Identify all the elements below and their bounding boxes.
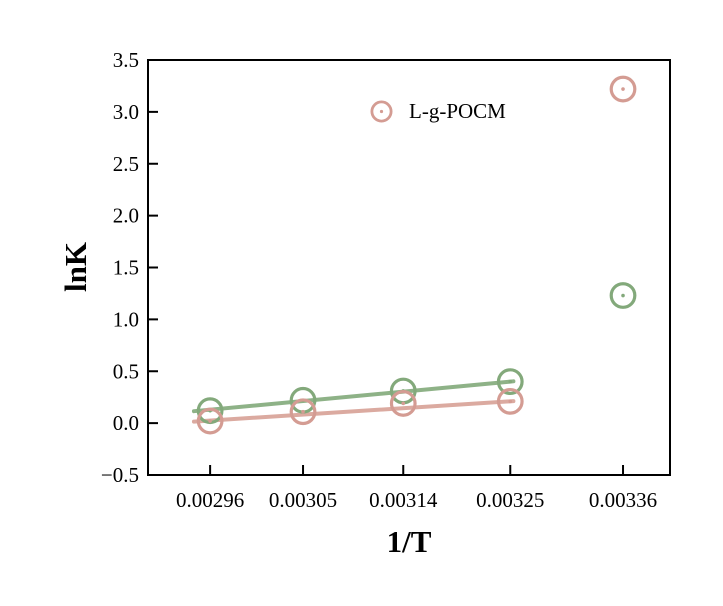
y-tick-label: 0.0 [113, 411, 139, 435]
y-tick-label: 1.0 [113, 307, 139, 331]
data-point-center-dot [301, 409, 305, 414]
data-point-center-dot [401, 401, 406, 406]
y-tick-label: 2.5 [113, 152, 139, 176]
x-tick-label: 0.00325 [476, 488, 544, 512]
y-tick-label: 3.0 [113, 100, 139, 124]
legend: L-g-POCM [369, 99, 506, 124]
legend-label: L-g-POCM [409, 99, 506, 123]
y-tick-label: 1.5 [113, 256, 139, 280]
trend-line [191, 379, 516, 414]
data-point-marker [496, 368, 524, 396]
legend-marker-icon [370, 100, 393, 123]
data-point-marker [496, 387, 524, 415]
y-tick-label: 3.5 [113, 48, 139, 72]
x-tick-label: 0.00336 [589, 488, 657, 512]
y-tick-label: 0.5 [113, 359, 139, 383]
data-point-marker [289, 398, 317, 426]
y-tick-label: −0.5 [101, 463, 139, 487]
x-tick-label: 0.00305 [269, 488, 337, 512]
data-point-center-dot [621, 87, 625, 91]
data-point-center-dot [208, 419, 212, 423]
x-axis-title: 1/T [386, 524, 432, 559]
data-point-marker [609, 282, 637, 309]
data-point-marker [196, 407, 224, 435]
data-point-center-dot [508, 399, 513, 404]
data-point-marker [609, 75, 637, 103]
y-tick-label: 2.0 [113, 204, 139, 228]
data-point-marker [389, 390, 417, 417]
trend-line [191, 399, 516, 424]
x-tick-label: 0.00314 [369, 488, 438, 512]
y-axis-title: lnK [58, 242, 93, 292]
data-point-center-dot [621, 293, 625, 298]
data-point-center-dot [508, 379, 513, 384]
x-tick-label: 0.00296 [176, 488, 244, 512]
